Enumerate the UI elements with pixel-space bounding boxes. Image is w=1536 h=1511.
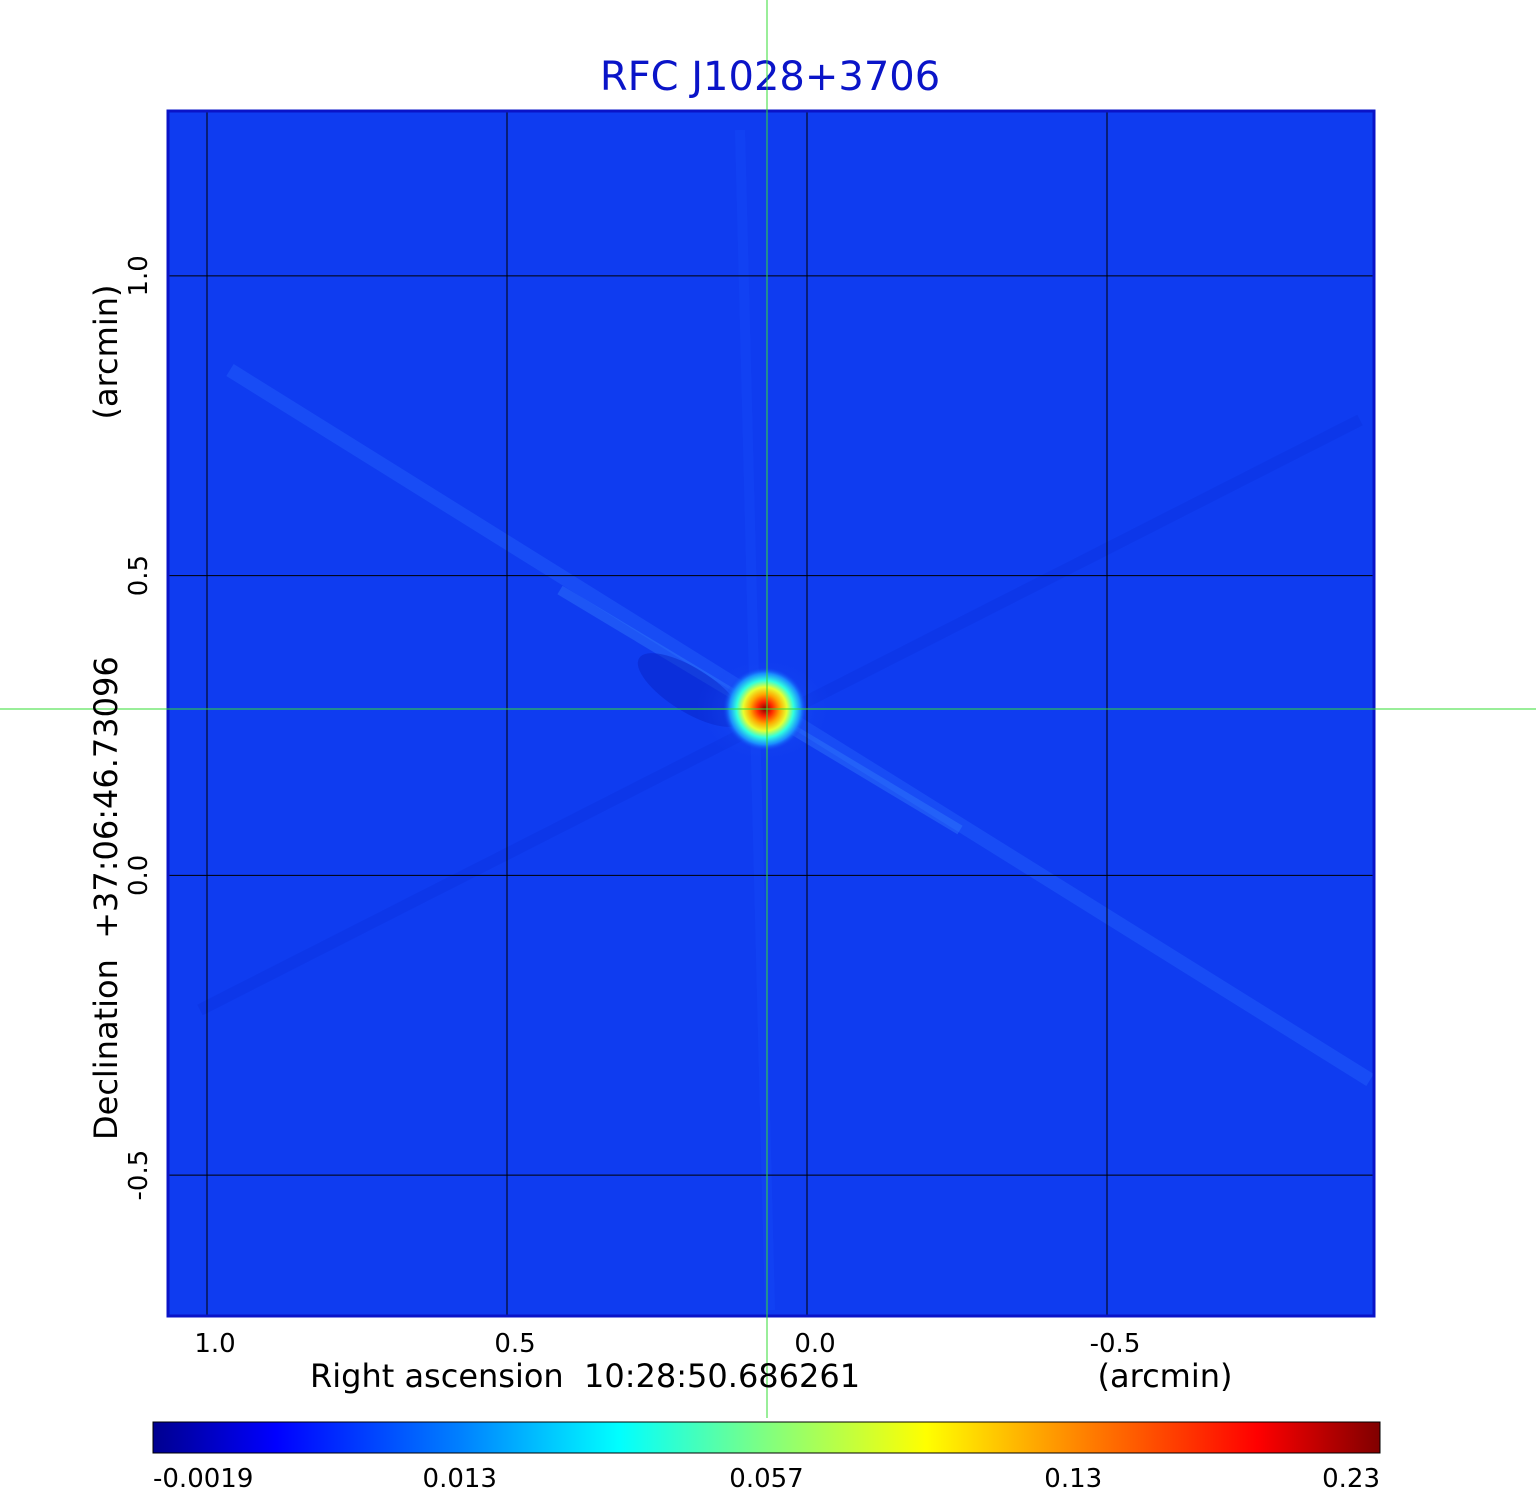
y-tick-label: 1.0 xyxy=(124,255,154,296)
y-axis-unit: (arcmin) xyxy=(87,285,125,420)
x-tick-labels: 1.0 0.5 0.0 -0.5 xyxy=(194,1329,1140,1359)
y-axis-label: Declination +37:06:46.73096 xyxy=(87,656,125,1140)
y-tick-label: -0.5 xyxy=(124,1150,154,1201)
colorbar-tick-label: -0.0019 xyxy=(153,1464,253,1494)
colorbar-tick-labels: -0.0019 0.013 0.057 0.13 0.23 xyxy=(153,1464,1380,1494)
chart-title: RFC J1028+3706 xyxy=(600,54,940,100)
plot-frame xyxy=(166,109,1376,1318)
x-tick-label: 1.0 xyxy=(194,1329,235,1359)
colorbar-tick-label: 0.013 xyxy=(423,1464,497,1494)
x-tick-label: -0.5 xyxy=(1090,1329,1141,1359)
y-tick-label: 0.0 xyxy=(124,855,154,896)
x-axis-unit: (arcmin) xyxy=(1098,1357,1233,1395)
x-axis-label: Right ascension 10:28:50.686261 xyxy=(310,1357,860,1395)
x-tick-label: 0.5 xyxy=(494,1329,535,1359)
colorbar-tick-label: 0.13 xyxy=(1044,1464,1102,1494)
colorbar xyxy=(152,1421,1381,1454)
x-tick-label: 0.0 xyxy=(794,1329,835,1359)
y-tick-label: 0.5 xyxy=(124,555,154,596)
colorbar-tick-label: 0.057 xyxy=(729,1464,803,1494)
image-area xyxy=(168,111,1374,1316)
y-tick-labels: 1.0 0.5 0.0 -0.5 xyxy=(124,255,154,1200)
colorbar-tick-label: 0.23 xyxy=(1322,1464,1380,1494)
coordinate-grid xyxy=(168,111,1374,1316)
